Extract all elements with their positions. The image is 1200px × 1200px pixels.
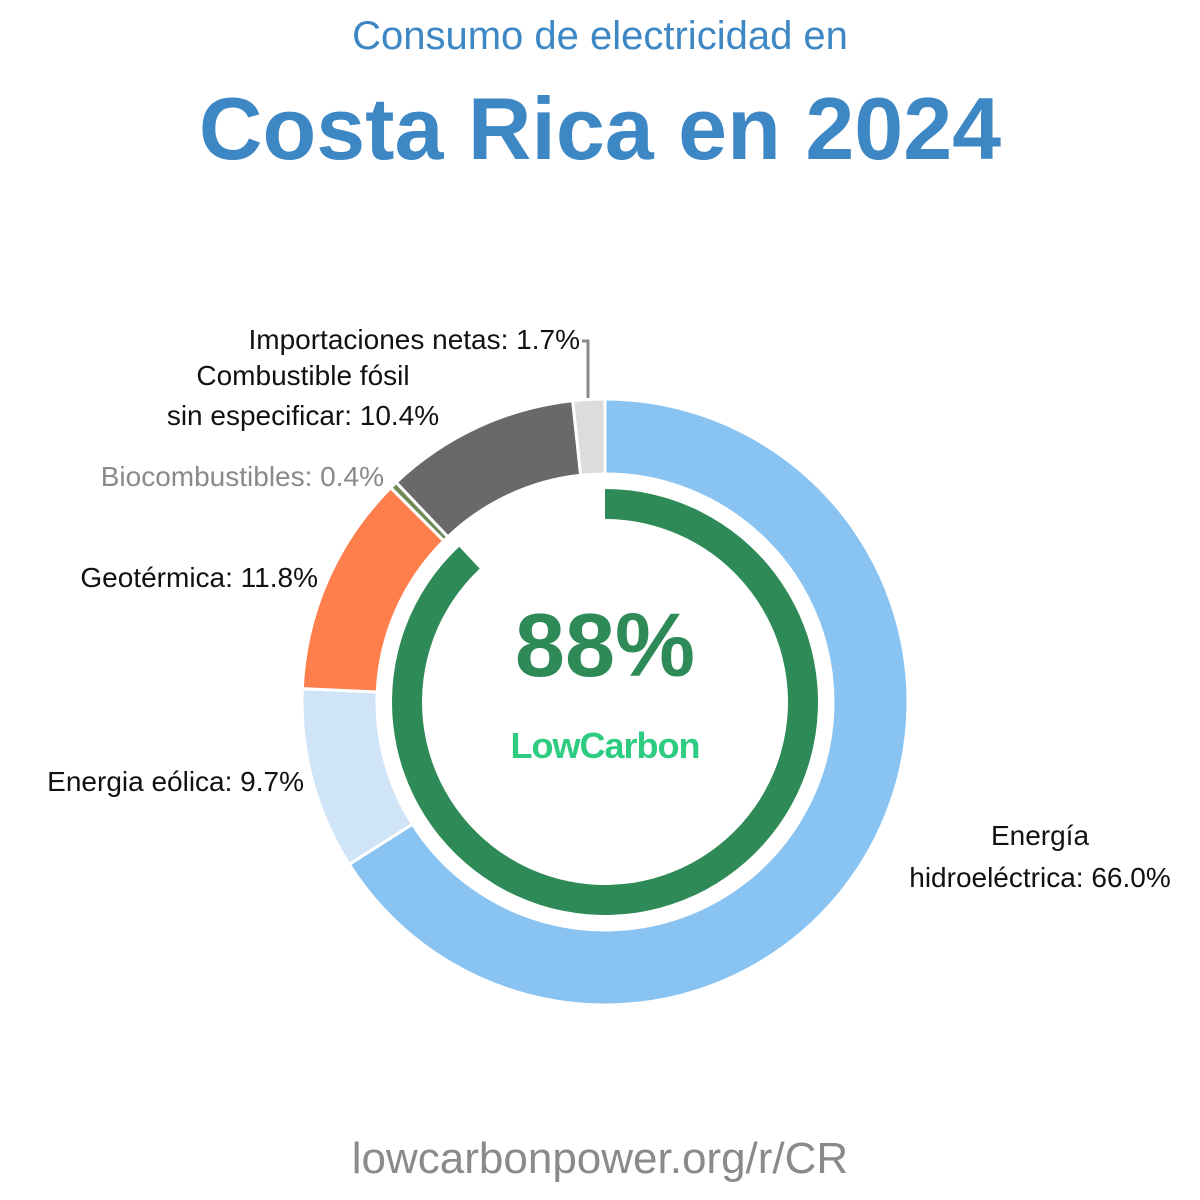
label-hydro-line2: hidroeléctrica: 66.0% [909,862,1171,893]
segment-imports [571,397,607,477]
chart-title: Costa Rica en 2024 [198,79,1002,178]
lowcarbon-arc [392,489,819,915]
label-biofuels: Biocombustibles: 0.4% [100,461,384,492]
label-wind: Energia eólica: 9.7% [47,766,304,797]
chart-subtitle: Consumo de electricidad en [352,14,848,58]
outer-ring [300,397,910,1007]
footer-url[interactable]: lowcarbonpower.org/r/CR [351,1134,849,1183]
label-fossil-line1: Combustible fósil [196,360,410,391]
imports-leader-line [582,339,590,398]
lowcarbon-ring [392,489,819,915]
label-fossil-line2: sin especificar: 10.4% [166,400,440,431]
label-imports: Importaciones netas: 1.7% [248,324,580,355]
label-geothermal: Geotérmica: 11.8% [80,562,318,593]
lowcarbon-brand: LowCarbon [510,725,701,766]
label-hydro-line1: Energía [990,820,1090,851]
segment-hydro [347,397,910,1007]
lowcarbon-percentage: 88% [514,596,696,696]
